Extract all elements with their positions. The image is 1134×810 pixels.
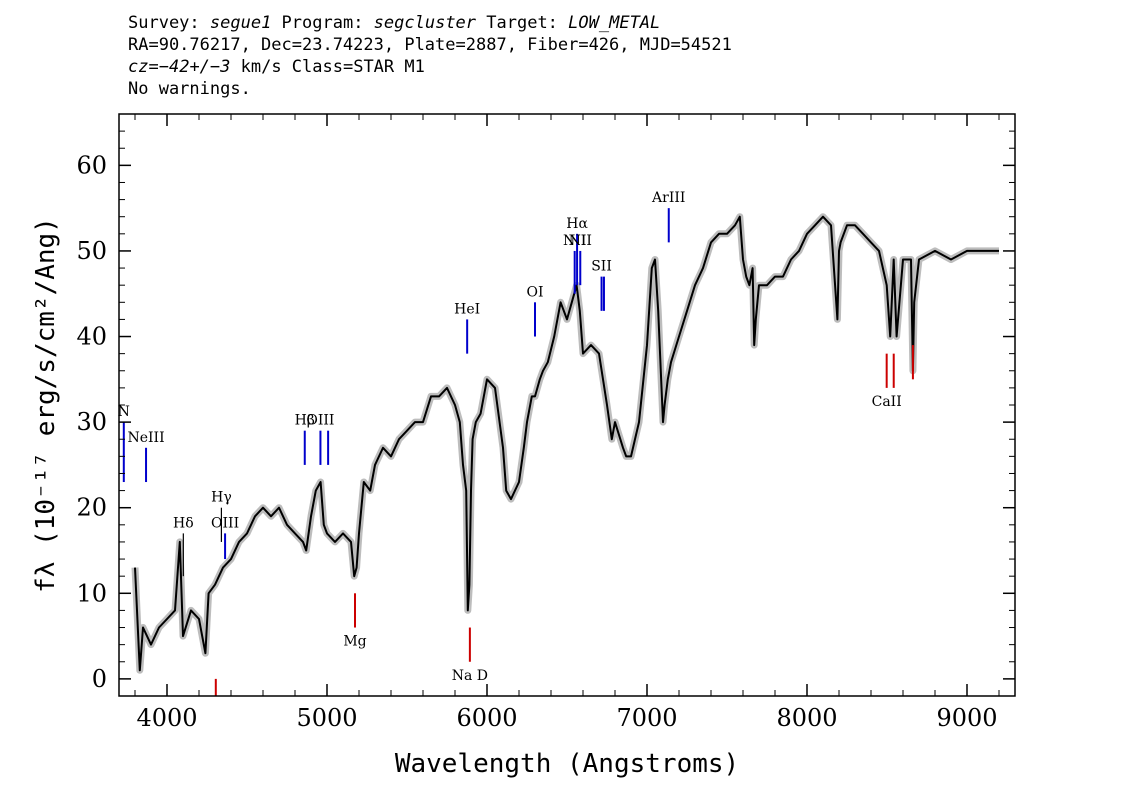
spectral-line-label: Hδ — [173, 515, 194, 531]
x-tick-label: 8000 — [776, 704, 837, 732]
x-axis-label: Wavelength (Angstroms) — [395, 749, 739, 779]
target-label: Target: — [476, 13, 569, 33]
y-axis-label: fλ (10⁻¹⁷ erg/s/cm²/Ang) — [31, 217, 61, 593]
y-tick-label: 30 — [76, 408, 107, 436]
spectral-line-label: Hα — [566, 216, 588, 232]
target-value: LOW_METAL — [568, 13, 661, 33]
class-text: km/s Class=STAR M1 — [230, 57, 425, 77]
flux-line — [134, 215, 999, 672]
series-group — [134, 215, 999, 672]
y-tick-label: 0 — [92, 665, 107, 693]
spectral-line-label: Hγ — [211, 490, 232, 506]
y-tick-label: 20 — [76, 494, 107, 522]
survey-label: Survey: — [128, 13, 210, 33]
spectral-line-label: SII — [591, 259, 612, 275]
spectral-line-label: OI — [526, 284, 543, 300]
spectral-line-label: ArIII — [651, 190, 685, 206]
spectral-line-label: OIII — [306, 413, 334, 429]
spectral-line-label: N — [118, 404, 130, 420]
x-tick-label: 5000 — [296, 704, 357, 732]
spectral-line-label: NII — [563, 233, 586, 249]
spectral-line-label: HeI — [454, 301, 480, 317]
axes: 4000 5000 6000 7000 8000 9000 0 10 20 30 40 50 60 — [76, 114, 1015, 732]
header-line-coordinates: RA=90.76217, Dec=23.74223, Plate=2887, F… — [128, 35, 732, 55]
spectral-line-label: NII — [569, 233, 592, 249]
x-tick-label: 6000 — [456, 704, 517, 732]
cz-label: cz — [128, 57, 149, 77]
x-tick-label: 4000 — [136, 704, 197, 732]
survey-value: segue1 — [209, 13, 272, 33]
spectral-line-label: OIII — [211, 515, 239, 531]
program-label: Program: — [271, 13, 374, 33]
error-band — [131, 213, 999, 674]
plot-header: Survey: segue1 Program: segcluster Targe… — [128, 12, 732, 100]
cz-equals: = — [148, 57, 159, 77]
spectral-line-label: Hβ — [295, 413, 315, 429]
spectral-line-label: Na D — [452, 668, 488, 684]
x-tick-label: 9000 — [936, 704, 997, 732]
cz-value: −42+/−3 — [158, 57, 231, 77]
header-line-survey: Survey: segue1 Program: segcluster Targe… — [128, 12, 732, 34]
y-tick-label: 60 — [76, 151, 107, 179]
y-tick-label: 40 — [76, 323, 107, 351]
y-tick-label: 50 — [76, 237, 107, 265]
header-line-warnings: No warnings. — [128, 79, 251, 99]
flux-error-band — [131, 213, 999, 674]
header-line-redshift: cz=−42+/−3 km/s Class=STAR M1 — [128, 56, 732, 78]
spectral-line-label: Mg — [343, 634, 366, 650]
program-value: segcluster — [373, 13, 477, 33]
spectral-line-label: NeIII — [127, 430, 164, 446]
y-tick-label: 10 — [76, 579, 107, 607]
spectral-line-label: CaII — [872, 394, 902, 410]
x-tick-label: 7000 — [616, 704, 677, 732]
